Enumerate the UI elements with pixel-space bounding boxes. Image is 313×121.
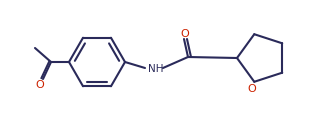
Text: NH: NH [148, 64, 164, 74]
Text: O: O [36, 80, 44, 90]
Text: O: O [181, 29, 189, 39]
Text: O: O [247, 84, 256, 94]
